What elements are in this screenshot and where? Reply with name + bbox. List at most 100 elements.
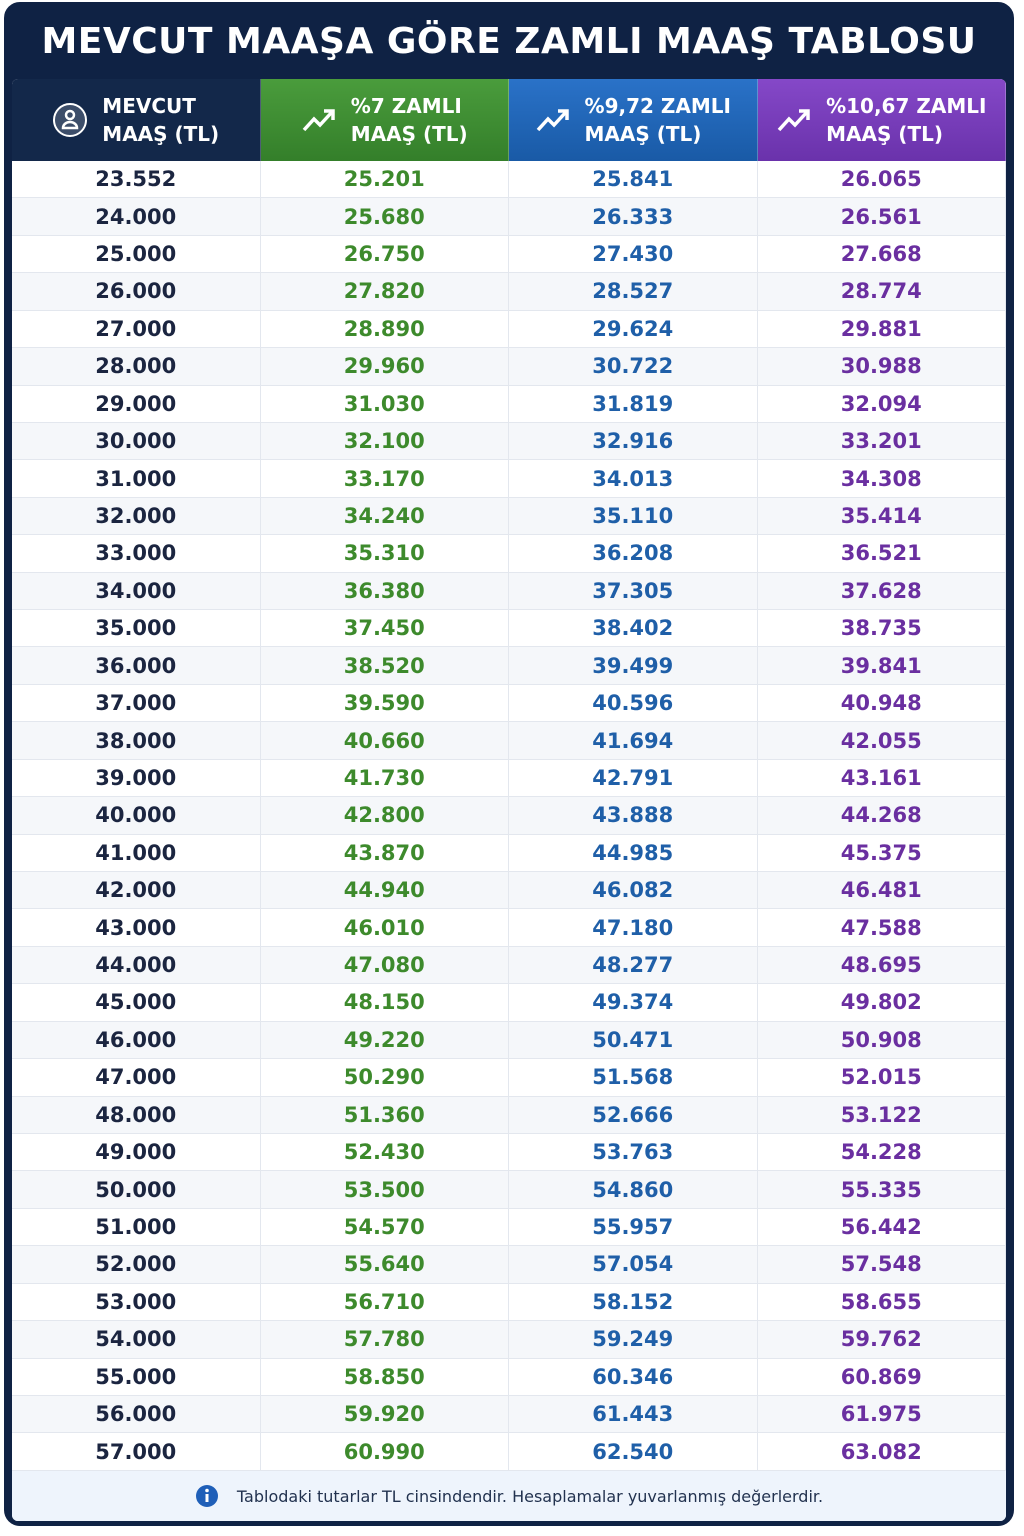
table-cell: 37.000 bbox=[12, 684, 261, 722]
table-cell: 39.590 bbox=[261, 684, 509, 722]
table-cell: 26.333 bbox=[509, 198, 758, 235]
table-cell: 54.000 bbox=[12, 1321, 261, 1358]
table-cell: 39.841 bbox=[758, 647, 1006, 684]
table-row: 47.000 50.290 51.568 52.015 bbox=[12, 1059, 1006, 1097]
table-row: 29.000 31.030 31.819 32.094 bbox=[12, 385, 1006, 423]
table-cell: 60.869 bbox=[758, 1358, 1006, 1395]
table-cell: 27.430 bbox=[509, 235, 758, 273]
table-row: 24.000 25.680 26.333 26.561 bbox=[12, 198, 1006, 236]
table-cell: 45.000 bbox=[12, 984, 261, 1021]
header-line: %9,72 ZAMLI bbox=[584, 94, 731, 118]
table-cell: 57.000 bbox=[12, 1433, 261, 1470]
table-row: 55.000 58.850 60.346 60.869 bbox=[12, 1358, 1006, 1396]
table-cell: 43.000 bbox=[12, 909, 261, 946]
table-cell: 32.100 bbox=[261, 422, 509, 460]
table-cell: 50.908 bbox=[758, 1021, 1006, 1059]
table-row: 27.000 28.890 29.624 29.881 bbox=[12, 310, 1006, 349]
table-cell: 35.310 bbox=[261, 535, 509, 572]
table-cell: 24.000 bbox=[12, 198, 261, 235]
table-cell: 40.596 bbox=[509, 684, 758, 722]
table-cell: 50.290 bbox=[261, 1059, 509, 1096]
header-line: %7 ZAMLI bbox=[350, 94, 462, 118]
table-cell: 29.960 bbox=[261, 348, 509, 385]
table-cell: 60.990 bbox=[261, 1433, 509, 1470]
table-cell: 32.094 bbox=[758, 385, 1006, 422]
table-cell: 26.065 bbox=[758, 161, 1006, 198]
table-cell: 49.000 bbox=[12, 1133, 261, 1171]
table-cell: 58.850 bbox=[261, 1358, 509, 1395]
table-cell: 58.655 bbox=[758, 1283, 1006, 1321]
table-cell: 27.820 bbox=[261, 273, 509, 310]
header-cell: %9,72 ZAMLI MAAŞ (TL) bbox=[509, 79, 758, 161]
table-row: 49.000 52.430 53.763 54.228 bbox=[12, 1133, 1006, 1172]
trend-icon bbox=[777, 109, 810, 132]
table-cell: 41.730 bbox=[261, 759, 509, 797]
table-cell: 34.013 bbox=[509, 460, 758, 497]
table-cell: 46.082 bbox=[509, 872, 758, 909]
table-cell: 54.860 bbox=[509, 1171, 758, 1208]
table-cell: 38.520 bbox=[261, 647, 509, 684]
table-cell: 48.695 bbox=[758, 946, 1006, 984]
table-cell: 40.948 bbox=[758, 684, 1006, 722]
table-cell: 35.000 bbox=[12, 610, 261, 647]
table-cell: 61.975 bbox=[758, 1395, 1006, 1433]
table-cell: 44.268 bbox=[758, 797, 1006, 834]
table-cell: 36.521 bbox=[758, 535, 1006, 572]
table-cell: 31.000 bbox=[12, 460, 261, 497]
table-cell: 44.985 bbox=[509, 834, 758, 872]
table-cell: 55.640 bbox=[261, 1246, 509, 1283]
table-row: 38.000 40.660 41.694 42.055 bbox=[12, 722, 1006, 760]
table-body: 23.552 25.201 25.841 26.065 24.000 25.680 26.3… bbox=[12, 161, 1006, 1471]
table-cell: 51.568 bbox=[509, 1059, 758, 1096]
table-cell: 38.000 bbox=[12, 722, 261, 759]
table-cell: 40.000 bbox=[12, 797, 261, 834]
header-line: MAAŞ (TL) bbox=[350, 122, 468, 146]
header-line: MAAŞ (TL) bbox=[826, 122, 943, 146]
title: MEVCUT MAAŞA GÖRE ZAMLI MAAŞ TABLOSU bbox=[41, 21, 977, 62]
table-cell: 35.414 bbox=[758, 497, 1006, 535]
table-row: 48.000 51.360 52.666 53.122 bbox=[12, 1096, 1006, 1134]
table-cell: 57.548 bbox=[758, 1246, 1006, 1283]
table-cell: 23.552 bbox=[12, 161, 261, 198]
table-cell: 50.000 bbox=[12, 1171, 261, 1208]
table-cell: 42.055 bbox=[758, 722, 1006, 759]
table-cell: 45.375 bbox=[758, 834, 1006, 872]
header-cell: %7 ZAMLI MAAŞ (TL) bbox=[260, 79, 509, 161]
table-cell: 30.000 bbox=[12, 422, 261, 460]
table-cell: 57.054 bbox=[509, 1246, 758, 1283]
table-row: 34.000 36.380 37.305 37.628 bbox=[12, 572, 1006, 611]
table-row: 44.000 47.080 48.277 48.695 bbox=[12, 946, 1006, 985]
table-cell: 49.802 bbox=[758, 984, 1006, 1021]
table-cell: 55.000 bbox=[12, 1358, 261, 1395]
table-cell: 25.000 bbox=[12, 235, 261, 273]
table-cell: 27.000 bbox=[12, 310, 261, 348]
table-row: 43.000 46.010 47.180 47.588 bbox=[12, 909, 1006, 947]
table-cell: 56.442 bbox=[758, 1208, 1006, 1246]
table-cell: 32.000 bbox=[12, 497, 261, 535]
table-cell: 63.082 bbox=[758, 1433, 1006, 1470]
table-cell: 49.220 bbox=[261, 1021, 509, 1059]
table-cell: 31.030 bbox=[261, 385, 509, 422]
table-cell: 52.015 bbox=[758, 1059, 1006, 1096]
table-row: 33.000 35.310 36.208 36.521 bbox=[12, 535, 1006, 573]
table-cell: 29.000 bbox=[12, 385, 261, 422]
table-cell: 30.722 bbox=[509, 348, 758, 385]
table-cell: 43.161 bbox=[758, 759, 1006, 797]
table-cell: 59.920 bbox=[261, 1395, 509, 1433]
footer-note: Tablodaki tutarlar TL cinsindendir. Hesa… bbox=[236, 1486, 824, 1506]
table-cell: 48.277 bbox=[509, 946, 758, 984]
table-cell: 53.500 bbox=[261, 1171, 509, 1208]
header-cell: MEVCUT MAAŞ (TL) bbox=[12, 79, 261, 161]
table-cell: 62.540 bbox=[509, 1433, 758, 1470]
table-cell: 48.000 bbox=[12, 1096, 261, 1133]
table-cell: 33.201 bbox=[758, 422, 1006, 460]
table-cell: 55.335 bbox=[758, 1171, 1006, 1208]
table-cell: 37.628 bbox=[758, 572, 1006, 610]
table-header: MEVCUT MAAŞ (TL) %7 ZAMLI MAAŞ (TL) %9,72 … bbox=[12, 79, 1006, 161]
table-row: 26.000 27.820 28.527 28.774 bbox=[12, 273, 1006, 311]
table-cell: 46.000 bbox=[12, 1021, 261, 1059]
table-cell: 47.588 bbox=[758, 909, 1006, 946]
table-cell: 42.800 bbox=[261, 797, 509, 834]
table-cell: 28.774 bbox=[758, 273, 1006, 310]
table-row: 52.000 55.640 57.054 57.548 bbox=[12, 1246, 1006, 1284]
